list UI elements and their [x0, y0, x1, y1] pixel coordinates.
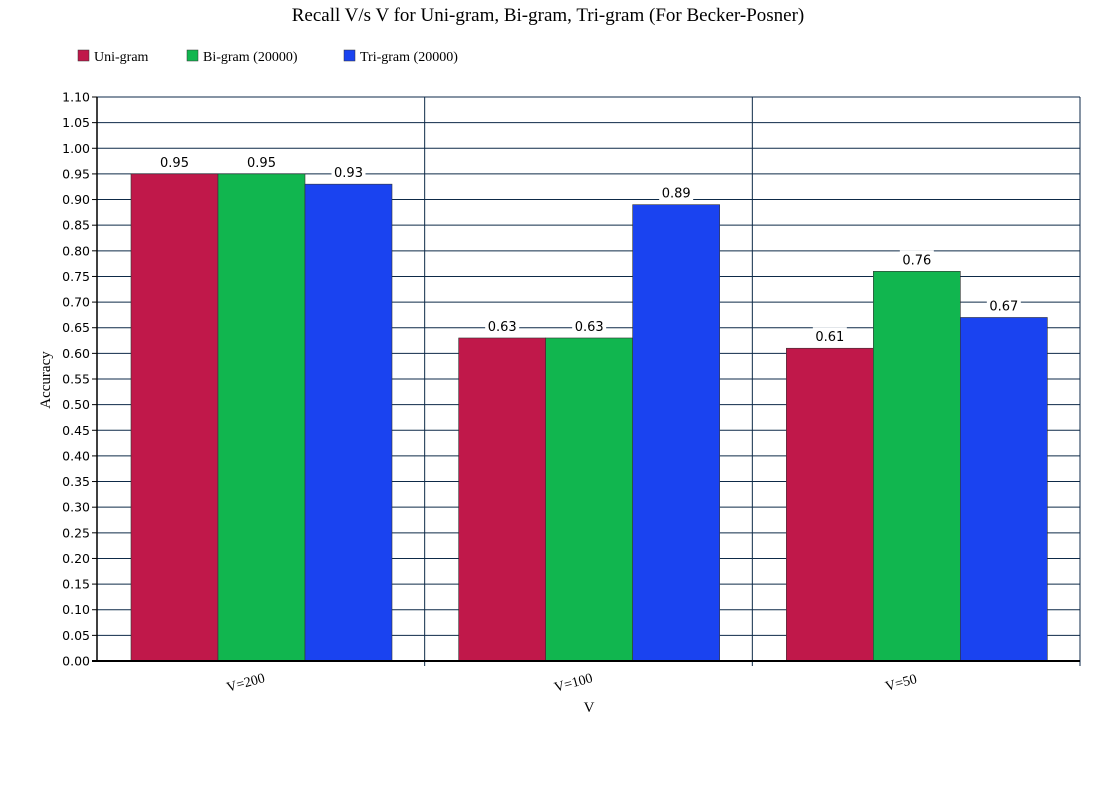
bar-uni-gram-v=100 [459, 338, 546, 661]
value-label: 0.89 [659, 184, 693, 202]
y-tick-label: 1.05 [62, 115, 90, 130]
y-tick-label: 0.65 [62, 320, 90, 335]
svg-text:0.95: 0.95 [160, 156, 189, 171]
value-label: 0.95 [245, 153, 279, 171]
y-tick-label: 0.15 [62, 577, 90, 592]
y-tick-label: 0.35 [62, 474, 90, 489]
legend-swatch [344, 50, 355, 61]
value-label: 0.76 [900, 250, 934, 268]
svg-text:0.89: 0.89 [662, 187, 691, 202]
bar-tri-gram-v=50 [960, 317, 1047, 661]
bar-uni-gram-v=50 [786, 348, 873, 661]
svg-text:0.93: 0.93 [334, 166, 363, 181]
svg-text:0.76: 0.76 [902, 253, 931, 268]
x-tick-label: V=100 [553, 671, 595, 696]
y-tick-label: 0.05 [62, 628, 90, 643]
legend-item: Tri-gram (20000) [344, 50, 458, 65]
y-tick-label: 0.10 [62, 602, 90, 617]
svg-text:0.63: 0.63 [488, 320, 517, 335]
y-tick-label: 0.95 [62, 166, 90, 181]
y-tick-label: 0.80 [62, 243, 90, 258]
svg-text:0.67: 0.67 [989, 299, 1018, 314]
bar-bi-gram-v=100 [546, 338, 633, 661]
legend-label: Bi-gram (20000) [203, 50, 298, 65]
legend-label: Tri-gram (20000) [360, 50, 458, 65]
y-tick-label: 0.85 [62, 218, 90, 233]
svg-text:0.61: 0.61 [815, 330, 844, 345]
x-tick-label: V=50 [884, 672, 919, 695]
y-tick-label: 0.40 [62, 448, 90, 463]
x-tick-labels: V=200 V=100 V=50 [225, 671, 919, 696]
chart-title: Recall V/s V for Uni-gram, Bi-gram, Tri-… [292, 5, 805, 26]
value-label: 0.61 [813, 327, 847, 345]
bar-uni-gram-v=200 [131, 174, 218, 661]
x-axis-label: V [584, 700, 595, 716]
bar-tri-gram-v=200 [305, 184, 392, 661]
y-tick-labels: 0.00 0.05 0.10 0.15 0.20 0.25 0.30 0.35 0.40 0.45… [62, 90, 90, 669]
y-tick-label: 1.00 [62, 141, 90, 156]
value-label: 0.93 [332, 163, 366, 181]
y-tick-label: 1.10 [62, 90, 90, 105]
bar-bi-gram-v=50 [873, 271, 960, 661]
y-tick-label: 0.70 [62, 295, 90, 310]
legend-swatch [187, 50, 198, 61]
value-label: 0.67 [987, 296, 1021, 314]
legend-item: Bi-gram (20000) [187, 50, 298, 65]
y-tick-label: 0.90 [62, 192, 90, 207]
svg-text:0.95: 0.95 [247, 156, 276, 171]
legend-item: Uni-gram [78, 50, 149, 65]
bar-tri-gram-v=100 [633, 205, 720, 661]
legend-label: Uni-gram [94, 50, 149, 65]
y-tick-label: 0.25 [62, 525, 90, 540]
value-label: 0.63 [572, 317, 606, 335]
y-tick-label: 0.60 [62, 346, 90, 361]
x-tick-label: V=200 [225, 671, 267, 696]
bars [131, 174, 1047, 661]
value-label: 0.95 [158, 153, 192, 171]
y-tick-label: 0.75 [62, 269, 90, 284]
y-tick-label: 0.55 [62, 372, 90, 387]
y-tick-label: 0.30 [62, 500, 90, 515]
legend: Uni-gram Bi-gram (20000) Tri-gram (20000) [78, 50, 458, 65]
bar-bi-gram-v=200 [218, 174, 305, 661]
y-tick-label: 0.45 [62, 423, 90, 438]
svg-text:0.63: 0.63 [575, 320, 604, 335]
legend-swatch [78, 50, 89, 61]
y-axis-label: Accuracy [38, 351, 54, 409]
y-tick-label: 0.00 [62, 654, 90, 669]
value-label: 0.63 [485, 317, 519, 335]
y-tick-label: 0.50 [62, 397, 90, 412]
y-tick-label: 0.20 [62, 551, 90, 566]
